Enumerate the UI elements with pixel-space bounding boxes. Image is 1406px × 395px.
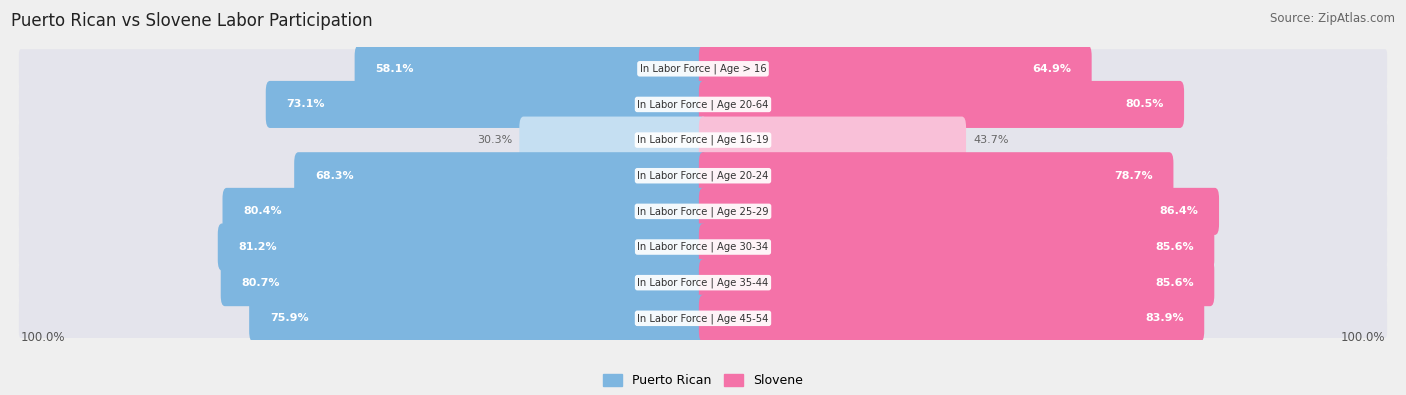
FancyBboxPatch shape	[18, 156, 1388, 196]
Text: In Labor Force | Age 35-44: In Labor Force | Age 35-44	[637, 277, 769, 288]
Text: 86.4%: 86.4%	[1160, 206, 1198, 216]
Text: Source: ZipAtlas.com: Source: ZipAtlas.com	[1270, 12, 1395, 25]
Text: In Labor Force | Age 20-24: In Labor Force | Age 20-24	[637, 171, 769, 181]
FancyBboxPatch shape	[699, 188, 1219, 235]
FancyBboxPatch shape	[519, 117, 707, 164]
FancyBboxPatch shape	[18, 192, 1388, 231]
Text: 81.2%: 81.2%	[239, 242, 277, 252]
Text: 80.4%: 80.4%	[243, 206, 281, 216]
FancyBboxPatch shape	[249, 295, 707, 342]
Text: In Labor Force | Age 20-64: In Labor Force | Age 20-64	[637, 99, 769, 110]
FancyBboxPatch shape	[294, 152, 707, 199]
FancyBboxPatch shape	[218, 224, 707, 271]
FancyBboxPatch shape	[222, 188, 707, 235]
FancyBboxPatch shape	[699, 81, 1184, 128]
Text: 73.1%: 73.1%	[287, 100, 325, 109]
FancyBboxPatch shape	[18, 85, 1388, 124]
Text: 78.7%: 78.7%	[1114, 171, 1153, 181]
Text: 85.6%: 85.6%	[1154, 278, 1194, 288]
FancyBboxPatch shape	[699, 295, 1204, 342]
FancyBboxPatch shape	[221, 259, 707, 306]
Text: 80.5%: 80.5%	[1125, 100, 1163, 109]
FancyBboxPatch shape	[266, 81, 707, 128]
Legend: Puerto Rican, Slovene: Puerto Rican, Slovene	[599, 369, 807, 392]
Text: 80.7%: 80.7%	[242, 278, 280, 288]
Text: 75.9%: 75.9%	[270, 313, 308, 324]
Text: In Labor Force | Age 16-19: In Labor Force | Age 16-19	[637, 135, 769, 145]
Text: 68.3%: 68.3%	[315, 171, 353, 181]
Text: Puerto Rican vs Slovene Labor Participation: Puerto Rican vs Slovene Labor Participat…	[11, 12, 373, 30]
FancyBboxPatch shape	[18, 49, 1388, 88]
FancyBboxPatch shape	[699, 259, 1215, 306]
FancyBboxPatch shape	[354, 45, 707, 92]
Text: In Labor Force | Age 45-54: In Labor Force | Age 45-54	[637, 313, 769, 324]
Text: In Labor Force | Age 30-34: In Labor Force | Age 30-34	[637, 242, 769, 252]
Text: 100.0%: 100.0%	[21, 331, 66, 344]
Text: 100.0%: 100.0%	[1340, 331, 1385, 344]
FancyBboxPatch shape	[18, 120, 1388, 160]
FancyBboxPatch shape	[699, 45, 1091, 92]
Text: In Labor Force | Age 25-29: In Labor Force | Age 25-29	[637, 206, 769, 216]
FancyBboxPatch shape	[18, 299, 1388, 338]
FancyBboxPatch shape	[18, 228, 1388, 267]
Text: In Labor Force | Age > 16: In Labor Force | Age > 16	[640, 64, 766, 74]
Text: 64.9%: 64.9%	[1032, 64, 1071, 74]
FancyBboxPatch shape	[18, 263, 1388, 302]
FancyBboxPatch shape	[699, 152, 1174, 199]
Text: 83.9%: 83.9%	[1144, 313, 1184, 324]
Text: 85.6%: 85.6%	[1154, 242, 1194, 252]
FancyBboxPatch shape	[699, 224, 1215, 271]
Text: 30.3%: 30.3%	[477, 135, 512, 145]
Text: 43.7%: 43.7%	[973, 135, 1008, 145]
Text: 58.1%: 58.1%	[375, 64, 413, 74]
FancyBboxPatch shape	[699, 117, 966, 164]
